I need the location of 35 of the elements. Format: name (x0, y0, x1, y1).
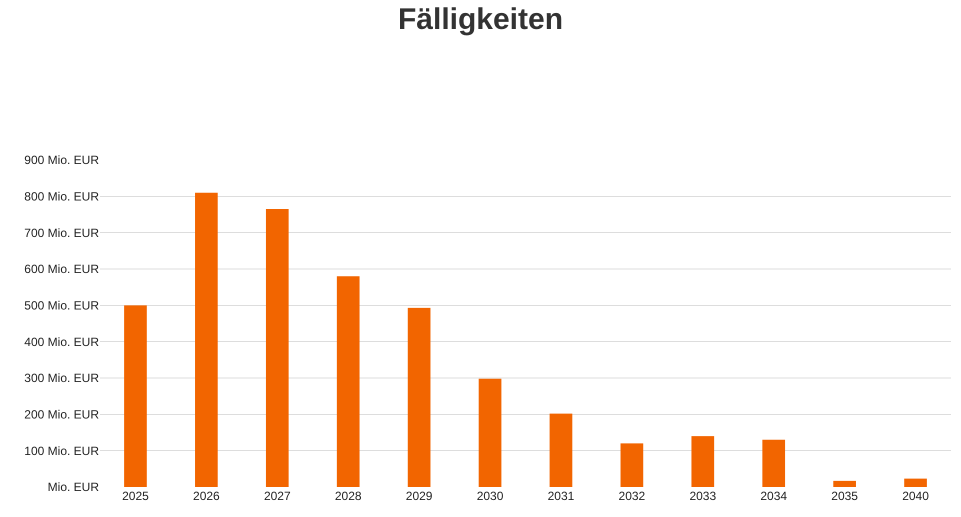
bar (904, 478, 927, 487)
y-tick-label: 200 Mio. EUR (24, 408, 100, 422)
x-tick-label: 2029 (406, 489, 433, 503)
x-tick-label: 2027 (264, 489, 291, 503)
bar (620, 443, 644, 487)
y-tick-label: 300 Mio. EUR (24, 371, 100, 386)
bar (691, 436, 714, 487)
y-tick-label: 600 Mio. EUR (24, 262, 100, 276)
x-tick-label: 2032 (618, 489, 646, 503)
x-tick-label: 2040 (902, 489, 930, 503)
x-tick-label: 2028 (334, 489, 362, 503)
y-tick-label: 700 Mio. EUR (24, 226, 100, 240)
x-tick-label: 2030 (476, 489, 504, 503)
x-tick-label: 2035 (831, 489, 858, 503)
x-tick-label: 2034 (760, 489, 788, 503)
y-tick-label: 400 Mio. EUR (24, 334, 100, 349)
bar (408, 308, 430, 487)
y-tick-label: 900 Mio. EUR (24, 153, 100, 168)
bar (266, 209, 289, 487)
y-tick-label: Mio. EUR (48, 480, 100, 494)
x-tick-label: 2025 (122, 489, 150, 503)
bar (550, 414, 572, 487)
x-tick-label: 2026 (193, 489, 220, 503)
bar (124, 305, 147, 487)
y-tick-label: 800 Mio. EUR (24, 190, 100, 204)
chart-title: Fälligkeiten (398, 2, 564, 36)
x-tick-label: 2033 (689, 489, 716, 503)
bar (833, 480, 856, 487)
y-tick-label: 500 Mio. EUR (24, 298, 100, 313)
bar (336, 276, 360, 487)
bar (762, 440, 786, 487)
x-tick-label: 2031 (548, 489, 575, 503)
bar (478, 378, 502, 487)
y-tick-label: 100 Mio. EUR (24, 444, 100, 458)
bar (195, 192, 218, 487)
